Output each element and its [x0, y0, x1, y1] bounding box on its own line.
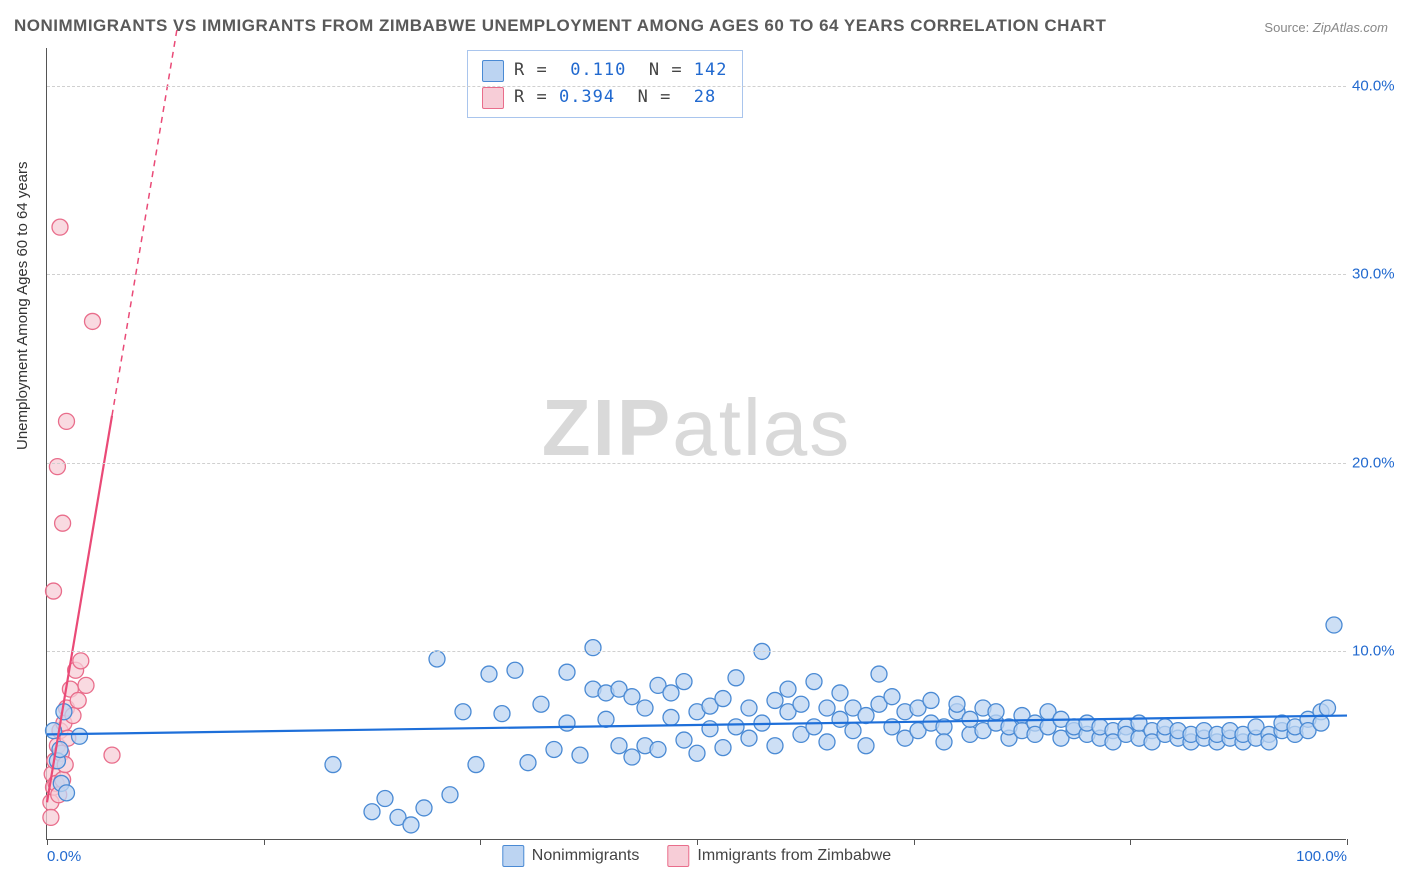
legend-swatch-1 [502, 845, 524, 867]
stats-swatch-1 [482, 60, 504, 82]
x-tick-mark [264, 839, 265, 845]
y-tick-label: 30.0% [1352, 266, 1402, 283]
x-tick-mark [914, 839, 915, 845]
y-tick-label: 40.0% [1352, 77, 1402, 94]
stats-row-1: R = 0.110 N = 142 [482, 57, 728, 84]
stats-swatch-2 [482, 87, 504, 109]
x-tick-mark [480, 839, 481, 845]
r-value-1: 0.110 [570, 60, 626, 80]
y-axis-label: Unemployment Among Ages 60 to 64 years [14, 161, 31, 450]
stats-box: R = 0.110 N = 142 R = 0.394 N = 28 [467, 50, 743, 118]
plot-area: ZIPatlas R = 0.110 N = 142 R = 0.394 N =… [46, 48, 1346, 840]
stats-text-1: R = 0.110 N = 142 [514, 57, 728, 84]
x-tick-mark [1130, 839, 1131, 845]
legend: Nonimmigrants Immigrants from Zimbabwe [502, 845, 891, 867]
legend-item-1: Nonimmigrants [502, 845, 640, 867]
legend-label-2: Immigrants from Zimbabwe [697, 847, 891, 865]
x-tick-mark [697, 839, 698, 845]
scatter-plot-svg [47, 48, 1346, 839]
gridline-h [47, 651, 1346, 652]
y-tick-label: 20.0% [1352, 454, 1402, 471]
source-label: Source: [1264, 20, 1309, 35]
x-tick-label: 100.0% [1296, 848, 1347, 865]
stats-row-2: R = 0.394 N = 28 [482, 84, 728, 111]
r-value-2: 0.394 [559, 87, 615, 107]
legend-item-2: Immigrants from Zimbabwe [667, 845, 891, 867]
n-value-2: 28 [694, 87, 716, 107]
source-value: ZipAtlas.com [1313, 20, 1388, 35]
gridline-h [47, 86, 1346, 87]
legend-label-1: Nonimmigrants [532, 847, 640, 865]
x-tick-label: 0.0% [47, 848, 81, 865]
x-tick-mark [47, 839, 48, 845]
n-value-1: 142 [694, 60, 728, 80]
source-attribution: Source: ZipAtlas.com [1264, 20, 1388, 35]
y-tick-label: 10.0% [1352, 643, 1402, 660]
gridline-h [47, 463, 1346, 464]
x-tick-mark [1347, 839, 1348, 845]
stats-text-2: R = 0.394 N = 28 [514, 84, 716, 111]
legend-swatch-2 [667, 845, 689, 867]
chart-title: NONIMMIGRANTS VS IMMIGRANTS FROM ZIMBABW… [14, 16, 1106, 36]
gridline-h [47, 274, 1346, 275]
